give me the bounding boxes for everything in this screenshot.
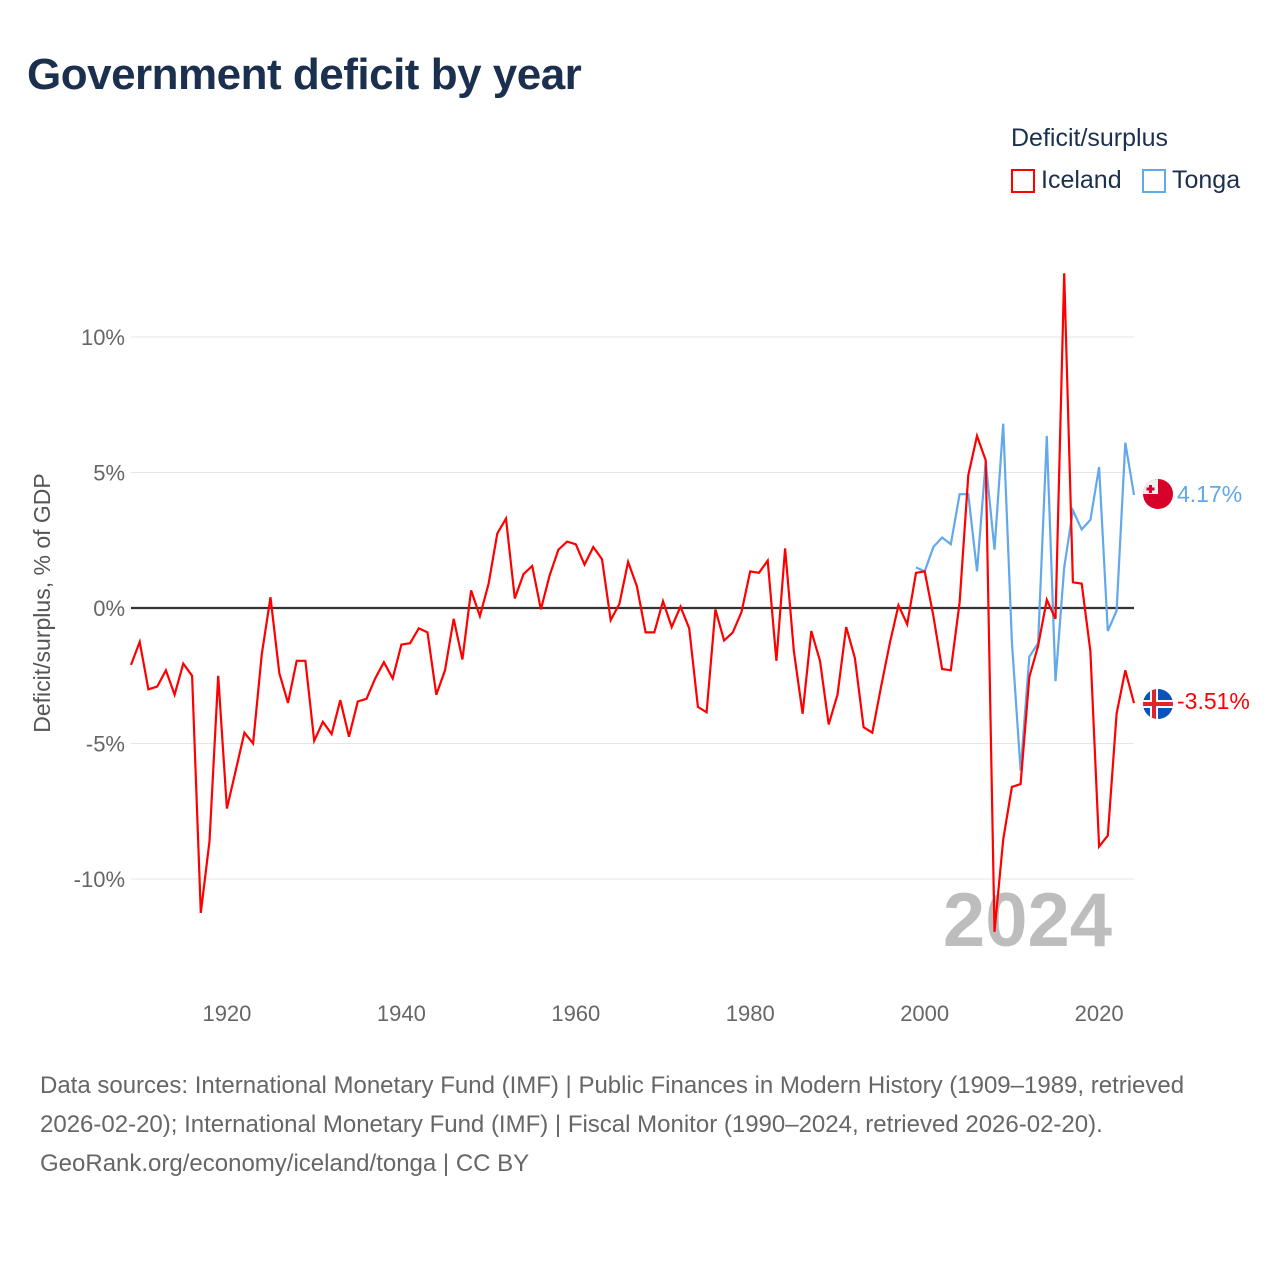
x-tick-label: 1940 [377, 1001, 426, 1026]
legend-title: Deficit/surplus [1011, 124, 1168, 152]
legend-label: Tonga [1172, 166, 1241, 194]
iceland-flag-icon [1143, 689, 1173, 719]
y-tick-label: 0% [93, 596, 125, 621]
tonga-end-label: 4.17% [1177, 481, 1242, 507]
page-title: Government deficit by year [27, 50, 582, 99]
x-tick-label: 1920 [202, 1001, 251, 1026]
x-tick-label: 1980 [726, 1001, 775, 1026]
current-year-label: 2024 [943, 878, 1112, 963]
y-tick-label: -5% [86, 732, 125, 757]
y-tick-label: 5% [93, 461, 125, 486]
iceland-end-label: -3.51% [1177, 688, 1250, 714]
footer: Data sources: International Monetary Fun… [40, 1066, 1240, 1183]
data-sources: Data sources: International Monetary Fun… [40, 1072, 1185, 1138]
y-axis-label: Deficit/surplus, % of GDP [29, 473, 55, 732]
series-line-tonga [915, 423, 1136, 771]
x-tick-label: 2020 [1075, 1001, 1124, 1026]
x-tick-label: 1960 [551, 1001, 600, 1026]
tonga-flag-icon [1143, 479, 1173, 509]
series-line-iceland [129, 273, 1136, 932]
legend-swatch-iceland [1011, 168, 1035, 193]
y-tick-label: 10% [81, 325, 125, 350]
legend-item-tonga[interactable]: Tonga [1142, 166, 1240, 195]
legend-item-iceland[interactable]: Iceland [1011, 166, 1122, 195]
y-tick-label: -10% [74, 867, 125, 892]
credit-link[interactable]: GeoRank.org/economy/iceland/tonga | CC B… [40, 1150, 530, 1177]
x-tick-label: 2000 [900, 1001, 949, 1026]
legend-label: Iceland [1041, 166, 1122, 194]
legend-swatch-tonga [1142, 168, 1166, 193]
